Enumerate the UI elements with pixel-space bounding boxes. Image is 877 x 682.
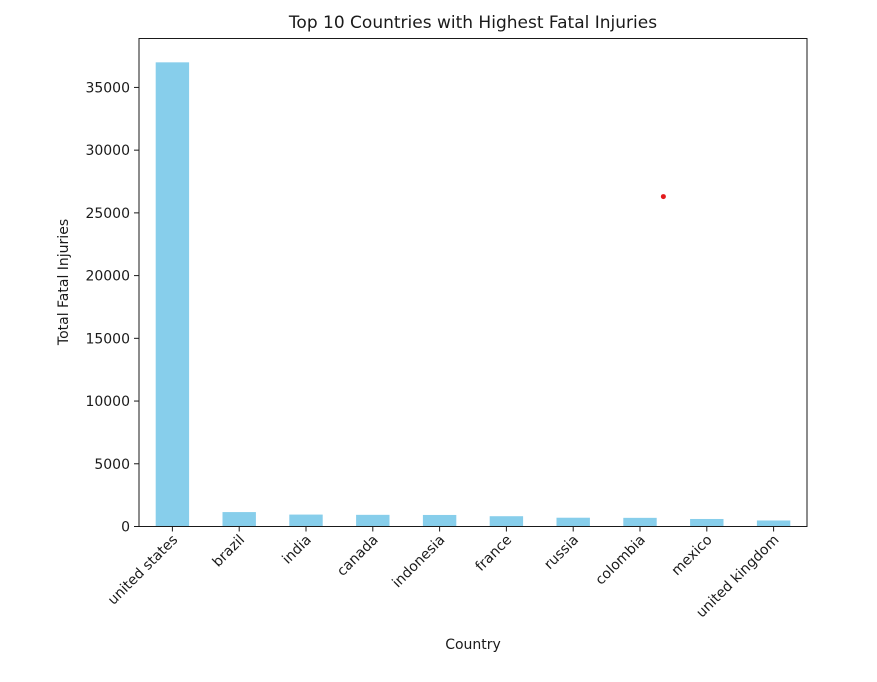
bars-group bbox=[155, 62, 791, 527]
y-tick-label: 20000 bbox=[85, 269, 130, 285]
bar-colombia bbox=[623, 517, 657, 527]
bar-canada bbox=[356, 514, 390, 527]
y-axis-ticks: 0 5000 10000 15000 20000 25000 30000 35000 bbox=[85, 80, 139, 536]
bar-mexico bbox=[690, 518, 724, 527]
y-axis-label: Total Fatal Injuries bbox=[56, 219, 72, 346]
x-tick-label: united states bbox=[105, 532, 181, 608]
y-tick-label: 0 bbox=[121, 520, 130, 536]
y-tick-label: 25000 bbox=[85, 206, 130, 222]
x-tick-label: colombia bbox=[592, 532, 648, 588]
bar-united-states bbox=[155, 62, 190, 527]
red-dot-marker bbox=[660, 194, 666, 200]
y-tick-label: 15000 bbox=[85, 331, 130, 347]
bar-russia bbox=[556, 517, 590, 527]
bar-india bbox=[289, 514, 323, 527]
x-tick-label: canada bbox=[334, 532, 382, 580]
x-axis-ticks: united states brazil india canada indonesia f… bbox=[105, 526, 782, 621]
x-tick-label: russia bbox=[541, 532, 582, 573]
plot-frame bbox=[138, 38, 808, 527]
marker-group bbox=[660, 194, 666, 200]
x-tick-label: indonesia bbox=[389, 532, 448, 591]
y-tick-label: 5000 bbox=[94, 457, 130, 473]
bar-brazil bbox=[222, 512, 256, 527]
x-tick-label: india bbox=[279, 532, 314, 567]
y-tick-label: 10000 bbox=[85, 394, 130, 410]
x-tick-label: brazil bbox=[210, 532, 248, 570]
chart-title: Top 10 Countries with Highest Fatal Inju… bbox=[288, 13, 657, 33]
x-axis-label: Country bbox=[445, 637, 501, 653]
bar-france bbox=[489, 516, 524, 527]
x-tick-label: france bbox=[472, 532, 515, 575]
bar-indonesia bbox=[422, 514, 457, 527]
bar-united-kingdom bbox=[756, 520, 791, 527]
y-tick-label: 35000 bbox=[85, 80, 130, 96]
y-tick-label: 30000 bbox=[85, 143, 130, 159]
x-tick-label: mexico bbox=[669, 532, 716, 579]
